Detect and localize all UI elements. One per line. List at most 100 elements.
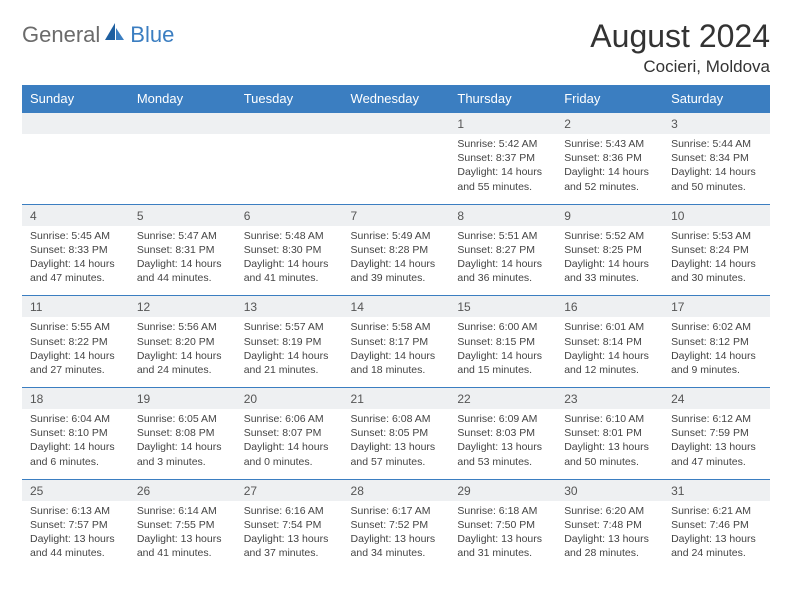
sunrise-text: Sunrise: 5:45 AM bbox=[30, 229, 121, 243]
day2-text: and 52 minutes. bbox=[564, 180, 655, 194]
sunrise-text: Sunrise: 6:04 AM bbox=[30, 412, 121, 426]
sunset-text: Sunset: 8:07 PM bbox=[244, 426, 335, 440]
day1-text: Daylight: 14 hours bbox=[137, 440, 228, 454]
day2-text: and 53 minutes. bbox=[457, 455, 548, 469]
day2-text: and 3 minutes. bbox=[137, 455, 228, 469]
day-number: 3 bbox=[663, 113, 770, 135]
day1-text: Daylight: 14 hours bbox=[564, 257, 655, 271]
day-number: 16 bbox=[556, 296, 663, 318]
day1-text: Daylight: 14 hours bbox=[137, 257, 228, 271]
sunrise-text: Sunrise: 6:08 AM bbox=[351, 412, 442, 426]
day-cell: Sunrise: 5:42 AMSunset: 8:37 PMDaylight:… bbox=[449, 134, 556, 204]
day1-text: Daylight: 13 hours bbox=[30, 532, 121, 546]
day2-text: and 39 minutes. bbox=[351, 271, 442, 285]
sunset-text: Sunset: 8:05 PM bbox=[351, 426, 442, 440]
day-cell: Sunrise: 6:14 AMSunset: 7:55 PMDaylight:… bbox=[129, 501, 236, 571]
day-cell: Sunrise: 6:05 AMSunset: 8:08 PMDaylight:… bbox=[129, 409, 236, 479]
month-title: August 2024 bbox=[590, 18, 770, 55]
sunrise-text: Sunrise: 5:56 AM bbox=[137, 320, 228, 334]
day2-text: and 47 minutes. bbox=[30, 271, 121, 285]
sunset-text: Sunset: 8:08 PM bbox=[137, 426, 228, 440]
location-label: Cocieri, Moldova bbox=[590, 57, 770, 77]
dow-wednesday: Wednesday bbox=[343, 85, 450, 113]
day2-text: and 12 minutes. bbox=[564, 363, 655, 377]
day-number: 25 bbox=[22, 479, 129, 501]
day1-text: Daylight: 14 hours bbox=[564, 165, 655, 179]
sunset-text: Sunset: 8:28 PM bbox=[351, 243, 442, 257]
day-cell: Sunrise: 6:16 AMSunset: 7:54 PMDaylight:… bbox=[236, 501, 343, 571]
sunset-text: Sunset: 8:03 PM bbox=[457, 426, 548, 440]
day2-text: and 55 minutes. bbox=[457, 180, 548, 194]
day-cell: Sunrise: 6:02 AMSunset: 8:12 PMDaylight:… bbox=[663, 317, 770, 387]
day1-text: Daylight: 14 hours bbox=[30, 349, 121, 363]
sunset-text: Sunset: 7:50 PM bbox=[457, 518, 548, 532]
day-number: 7 bbox=[343, 204, 450, 226]
day-cell: Sunrise: 6:06 AMSunset: 8:07 PMDaylight:… bbox=[236, 409, 343, 479]
daynum-row: 45678910 bbox=[22, 204, 770, 226]
day-number: 14 bbox=[343, 296, 450, 318]
day1-text: Daylight: 13 hours bbox=[137, 532, 228, 546]
cell-row: Sunrise: 6:13 AMSunset: 7:57 PMDaylight:… bbox=[22, 501, 770, 571]
day-cell: Sunrise: 6:08 AMSunset: 8:05 PMDaylight:… bbox=[343, 409, 450, 479]
sunrise-text: Sunrise: 6:06 AM bbox=[244, 412, 335, 426]
sunset-text: Sunset: 7:55 PM bbox=[137, 518, 228, 532]
sunrise-text: Sunrise: 6:01 AM bbox=[564, 320, 655, 334]
sunset-text: Sunset: 8:10 PM bbox=[30, 426, 121, 440]
day1-text: Daylight: 13 hours bbox=[457, 440, 548, 454]
day2-text: and 36 minutes. bbox=[457, 271, 548, 285]
day2-text: and 9 minutes. bbox=[671, 363, 762, 377]
day1-text: Daylight: 14 hours bbox=[30, 440, 121, 454]
day1-text: Daylight: 14 hours bbox=[30, 257, 121, 271]
sunset-text: Sunset: 8:27 PM bbox=[457, 243, 548, 257]
day-number bbox=[22, 113, 129, 135]
sunset-text: Sunset: 8:30 PM bbox=[244, 243, 335, 257]
day1-text: Daylight: 13 hours bbox=[564, 532, 655, 546]
day1-text: Daylight: 13 hours bbox=[244, 532, 335, 546]
day2-text: and 6 minutes. bbox=[30, 455, 121, 469]
brand-logo: General Blue bbox=[22, 18, 174, 48]
day2-text: and 28 minutes. bbox=[564, 546, 655, 560]
day2-text: and 33 minutes. bbox=[564, 271, 655, 285]
daynum-row: 18192021222324 bbox=[22, 388, 770, 410]
day-cell bbox=[236, 134, 343, 204]
day2-text: and 44 minutes. bbox=[30, 546, 121, 560]
sunrise-text: Sunrise: 5:42 AM bbox=[457, 137, 548, 151]
day-cell: Sunrise: 5:52 AMSunset: 8:25 PMDaylight:… bbox=[556, 226, 663, 296]
sunrise-text: Sunrise: 5:48 AM bbox=[244, 229, 335, 243]
day-cell: Sunrise: 5:58 AMSunset: 8:17 PMDaylight:… bbox=[343, 317, 450, 387]
daynum-row: 25262728293031 bbox=[22, 479, 770, 501]
day1-text: Daylight: 14 hours bbox=[351, 257, 442, 271]
cell-row: Sunrise: 5:42 AMSunset: 8:37 PMDaylight:… bbox=[22, 134, 770, 204]
day-cell: Sunrise: 5:51 AMSunset: 8:27 PMDaylight:… bbox=[449, 226, 556, 296]
day1-text: Daylight: 14 hours bbox=[137, 349, 228, 363]
day-number: 18 bbox=[22, 388, 129, 410]
day-cell: Sunrise: 5:56 AMSunset: 8:20 PMDaylight:… bbox=[129, 317, 236, 387]
sunset-text: Sunset: 8:25 PM bbox=[564, 243, 655, 257]
day-cell: Sunrise: 5:48 AMSunset: 8:30 PMDaylight:… bbox=[236, 226, 343, 296]
day1-text: Daylight: 14 hours bbox=[457, 165, 548, 179]
day-number bbox=[129, 113, 236, 135]
sunrise-text: Sunrise: 6:02 AM bbox=[671, 320, 762, 334]
day-cell: Sunrise: 6:21 AMSunset: 7:46 PMDaylight:… bbox=[663, 501, 770, 571]
dow-saturday: Saturday bbox=[663, 85, 770, 113]
day-number: 29 bbox=[449, 479, 556, 501]
sunset-text: Sunset: 7:59 PM bbox=[671, 426, 762, 440]
day-cell: Sunrise: 6:20 AMSunset: 7:48 PMDaylight:… bbox=[556, 501, 663, 571]
day2-text: and 18 minutes. bbox=[351, 363, 442, 377]
day-number: 9 bbox=[556, 204, 663, 226]
sunset-text: Sunset: 7:57 PM bbox=[30, 518, 121, 532]
sunrise-text: Sunrise: 5:58 AM bbox=[351, 320, 442, 334]
sunrise-text: Sunrise: 6:00 AM bbox=[457, 320, 548, 334]
sunset-text: Sunset: 8:33 PM bbox=[30, 243, 121, 257]
day2-text: and 41 minutes. bbox=[244, 271, 335, 285]
day-number: 1 bbox=[449, 113, 556, 135]
day-number: 24 bbox=[663, 388, 770, 410]
sunrise-text: Sunrise: 5:49 AM bbox=[351, 229, 442, 243]
day-cell: Sunrise: 6:10 AMSunset: 8:01 PMDaylight:… bbox=[556, 409, 663, 479]
day-cell: Sunrise: 5:43 AMSunset: 8:36 PMDaylight:… bbox=[556, 134, 663, 204]
day-cell: Sunrise: 5:44 AMSunset: 8:34 PMDaylight:… bbox=[663, 134, 770, 204]
day-cell bbox=[129, 134, 236, 204]
day-cell: Sunrise: 5:45 AMSunset: 8:33 PMDaylight:… bbox=[22, 226, 129, 296]
sunset-text: Sunset: 8:24 PM bbox=[671, 243, 762, 257]
sunrise-text: Sunrise: 6:21 AM bbox=[671, 504, 762, 518]
